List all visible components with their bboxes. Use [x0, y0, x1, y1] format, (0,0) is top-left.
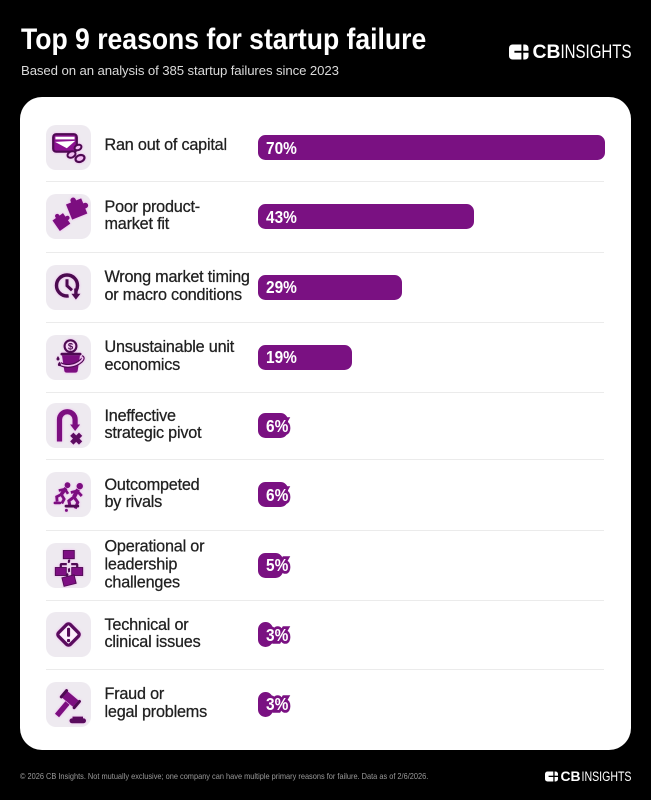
svg-text:CB: CB — [532, 43, 560, 61]
svg-text:INSIGHTS: INSIGHTS — [582, 770, 632, 783]
svg-text:INSIGHTS: INSIGHTS — [560, 43, 631, 61]
svg-text:CB: CB — [561, 770, 581, 783]
svg-text:$: $ — [68, 341, 74, 352]
